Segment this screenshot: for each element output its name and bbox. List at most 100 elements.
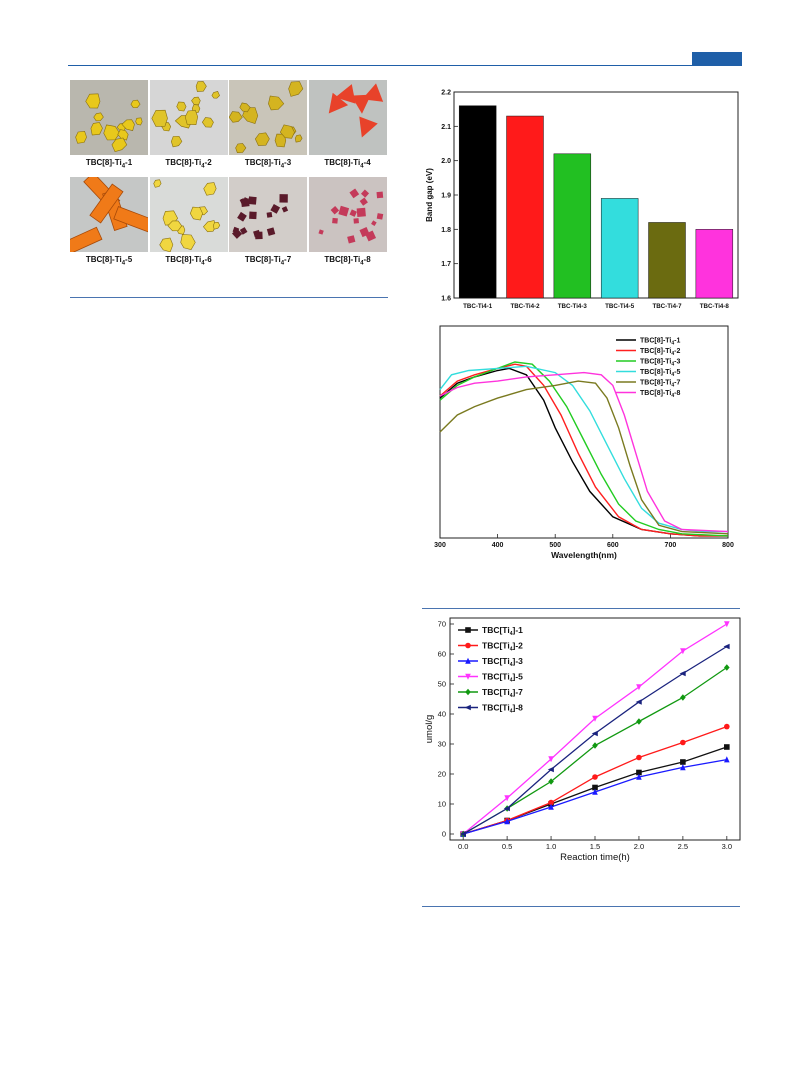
x-axis-label: Wavelength(nm) — [551, 550, 617, 560]
crystal-photo-label: TBC[8]-Ti4-4 — [324, 158, 371, 170]
crystal-shape — [375, 191, 383, 199]
crystal-photo-label: TBC[8]-Ti4-7 — [244, 255, 292, 267]
crystal-shape — [85, 93, 101, 109]
y-axis-label: Band gap (eV) — [425, 168, 434, 222]
legend-label: TBC[8]-Ti4-2 — [640, 348, 680, 357]
data-point — [547, 766, 554, 773]
crystal-photo — [70, 80, 148, 155]
crystal-shape — [166, 220, 182, 232]
crystal-shape — [89, 183, 124, 224]
crystal-photo-grid: TBC[8]-Ti4-1 TBC[8]-Ti4-2 TBC[8]-Ti4-3 TBC[… — [70, 80, 388, 272]
data-point — [592, 788, 598, 795]
data-point — [548, 799, 554, 806]
legend-label: TBC[8]-Ti4-1 — [640, 338, 680, 347]
y-axis-label: umol/g — [424, 715, 435, 744]
crystal-photo-label: TBC[8]-Ti4-2 — [165, 158, 212, 170]
bar — [506, 115, 544, 299]
data-point — [503, 805, 510, 812]
legend-label: TBC[8]-Ti4-3 — [640, 359, 680, 368]
crystal-photo — [308, 80, 387, 155]
legend-label: TBC[Ti4]-1 — [482, 625, 523, 637]
crystal-shape — [135, 117, 143, 126]
crystal-shape — [334, 84, 356, 104]
data-point — [465, 642, 471, 649]
data-point — [592, 774, 598, 780]
crystal-shape — [317, 229, 324, 235]
crystal-photo — [308, 177, 387, 252]
crystal-shape — [337, 205, 349, 217]
crystal-shape — [202, 220, 216, 233]
bar — [553, 153, 592, 299]
data-point — [724, 621, 730, 628]
data-point — [636, 754, 642, 761]
bar — [648, 222, 686, 299]
spectrum-line — [439, 371, 729, 533]
figure-separator-left — [70, 297, 388, 298]
data-point — [592, 784, 598, 791]
y-tick-label: 1.9 — [441, 193, 451, 200]
x-tick-label: 1.5 — [590, 842, 600, 851]
crystal-shape — [346, 235, 355, 244]
crystal-shape — [268, 95, 285, 111]
x-tick-label: TBC-Ti4-2 — [510, 303, 540, 310]
data-point — [504, 818, 510, 825]
crystal-shape — [179, 234, 196, 251]
x-tick-label: 0.0 — [458, 842, 468, 851]
data-point — [636, 773, 642, 780]
crystal-shape — [239, 227, 248, 235]
crystal-shape — [152, 179, 161, 188]
crystal-shape — [130, 99, 141, 109]
figure-separator-right-top — [422, 608, 740, 609]
crystal-photo-label: TBC[8]-Ti4-5 — [85, 255, 133, 267]
crystal-shape — [266, 211, 273, 218]
x-tick-label: TBC-Ti4-5 — [605, 303, 635, 310]
spectrum-line — [439, 363, 728, 537]
data-point — [680, 764, 686, 771]
crystal-shape — [240, 198, 250, 207]
plot-frame — [439, 325, 729, 539]
crystal-shape — [331, 217, 338, 224]
x-tick-label: 800 — [722, 542, 734, 549]
header-rule — [68, 65, 742, 66]
crystal-shape — [113, 206, 148, 234]
crystal-shape — [279, 124, 295, 139]
reaction-time-chart: 0 10 20 30 40 50 60 70 0.0 0.5 1.0 1.5 2.0 2.5 3.0 TBC[… — [424, 617, 741, 863]
crystal-shape — [370, 220, 377, 226]
crystal-shape — [201, 117, 214, 128]
data-point — [464, 704, 471, 711]
y-tick-label: 0 — [442, 830, 446, 839]
crystal-shape — [376, 213, 383, 220]
crystal-shape — [195, 81, 207, 92]
crystal-shape — [90, 122, 103, 136]
crystal-shape — [358, 116, 378, 138]
crystal-shape — [361, 83, 383, 102]
data-point — [724, 756, 730, 763]
crystal-shape — [253, 229, 261, 238]
x-axis-label: Reaction time(h) — [560, 852, 630, 863]
data-point — [592, 715, 598, 722]
crystal-shape — [359, 197, 368, 206]
x-tick-label: TBC-Ti4-3 — [558, 303, 588, 310]
data-point — [680, 739, 686, 746]
y-tick-label: 1.8 — [441, 227, 451, 234]
y-tick-label: 1.6 — [441, 296, 451, 303]
crystal-shape — [270, 204, 281, 214]
data-point — [465, 673, 471, 680]
legend-label: TBC[Ti4]-3 — [482, 656, 523, 668]
crystal-photo — [149, 80, 228, 155]
spectrum-line — [439, 367, 728, 537]
y-tick-label: 60 — [438, 650, 446, 659]
bar — [695, 229, 734, 299]
crystal-shape — [281, 206, 289, 213]
crystal-shape — [330, 206, 339, 215]
crystal-shape — [211, 91, 220, 99]
crystal-shape — [117, 129, 129, 141]
plot-frame — [449, 617, 741, 841]
crystal-shape — [170, 136, 182, 148]
crystal-photo — [149, 177, 228, 252]
data-point — [548, 756, 554, 763]
crystal-photo-label: TBC[8]-Ti4-6 — [165, 255, 212, 267]
crystal-shape — [364, 230, 376, 242]
x-tick-label: 2.0 — [634, 842, 644, 851]
crystal-shape — [288, 81, 304, 97]
